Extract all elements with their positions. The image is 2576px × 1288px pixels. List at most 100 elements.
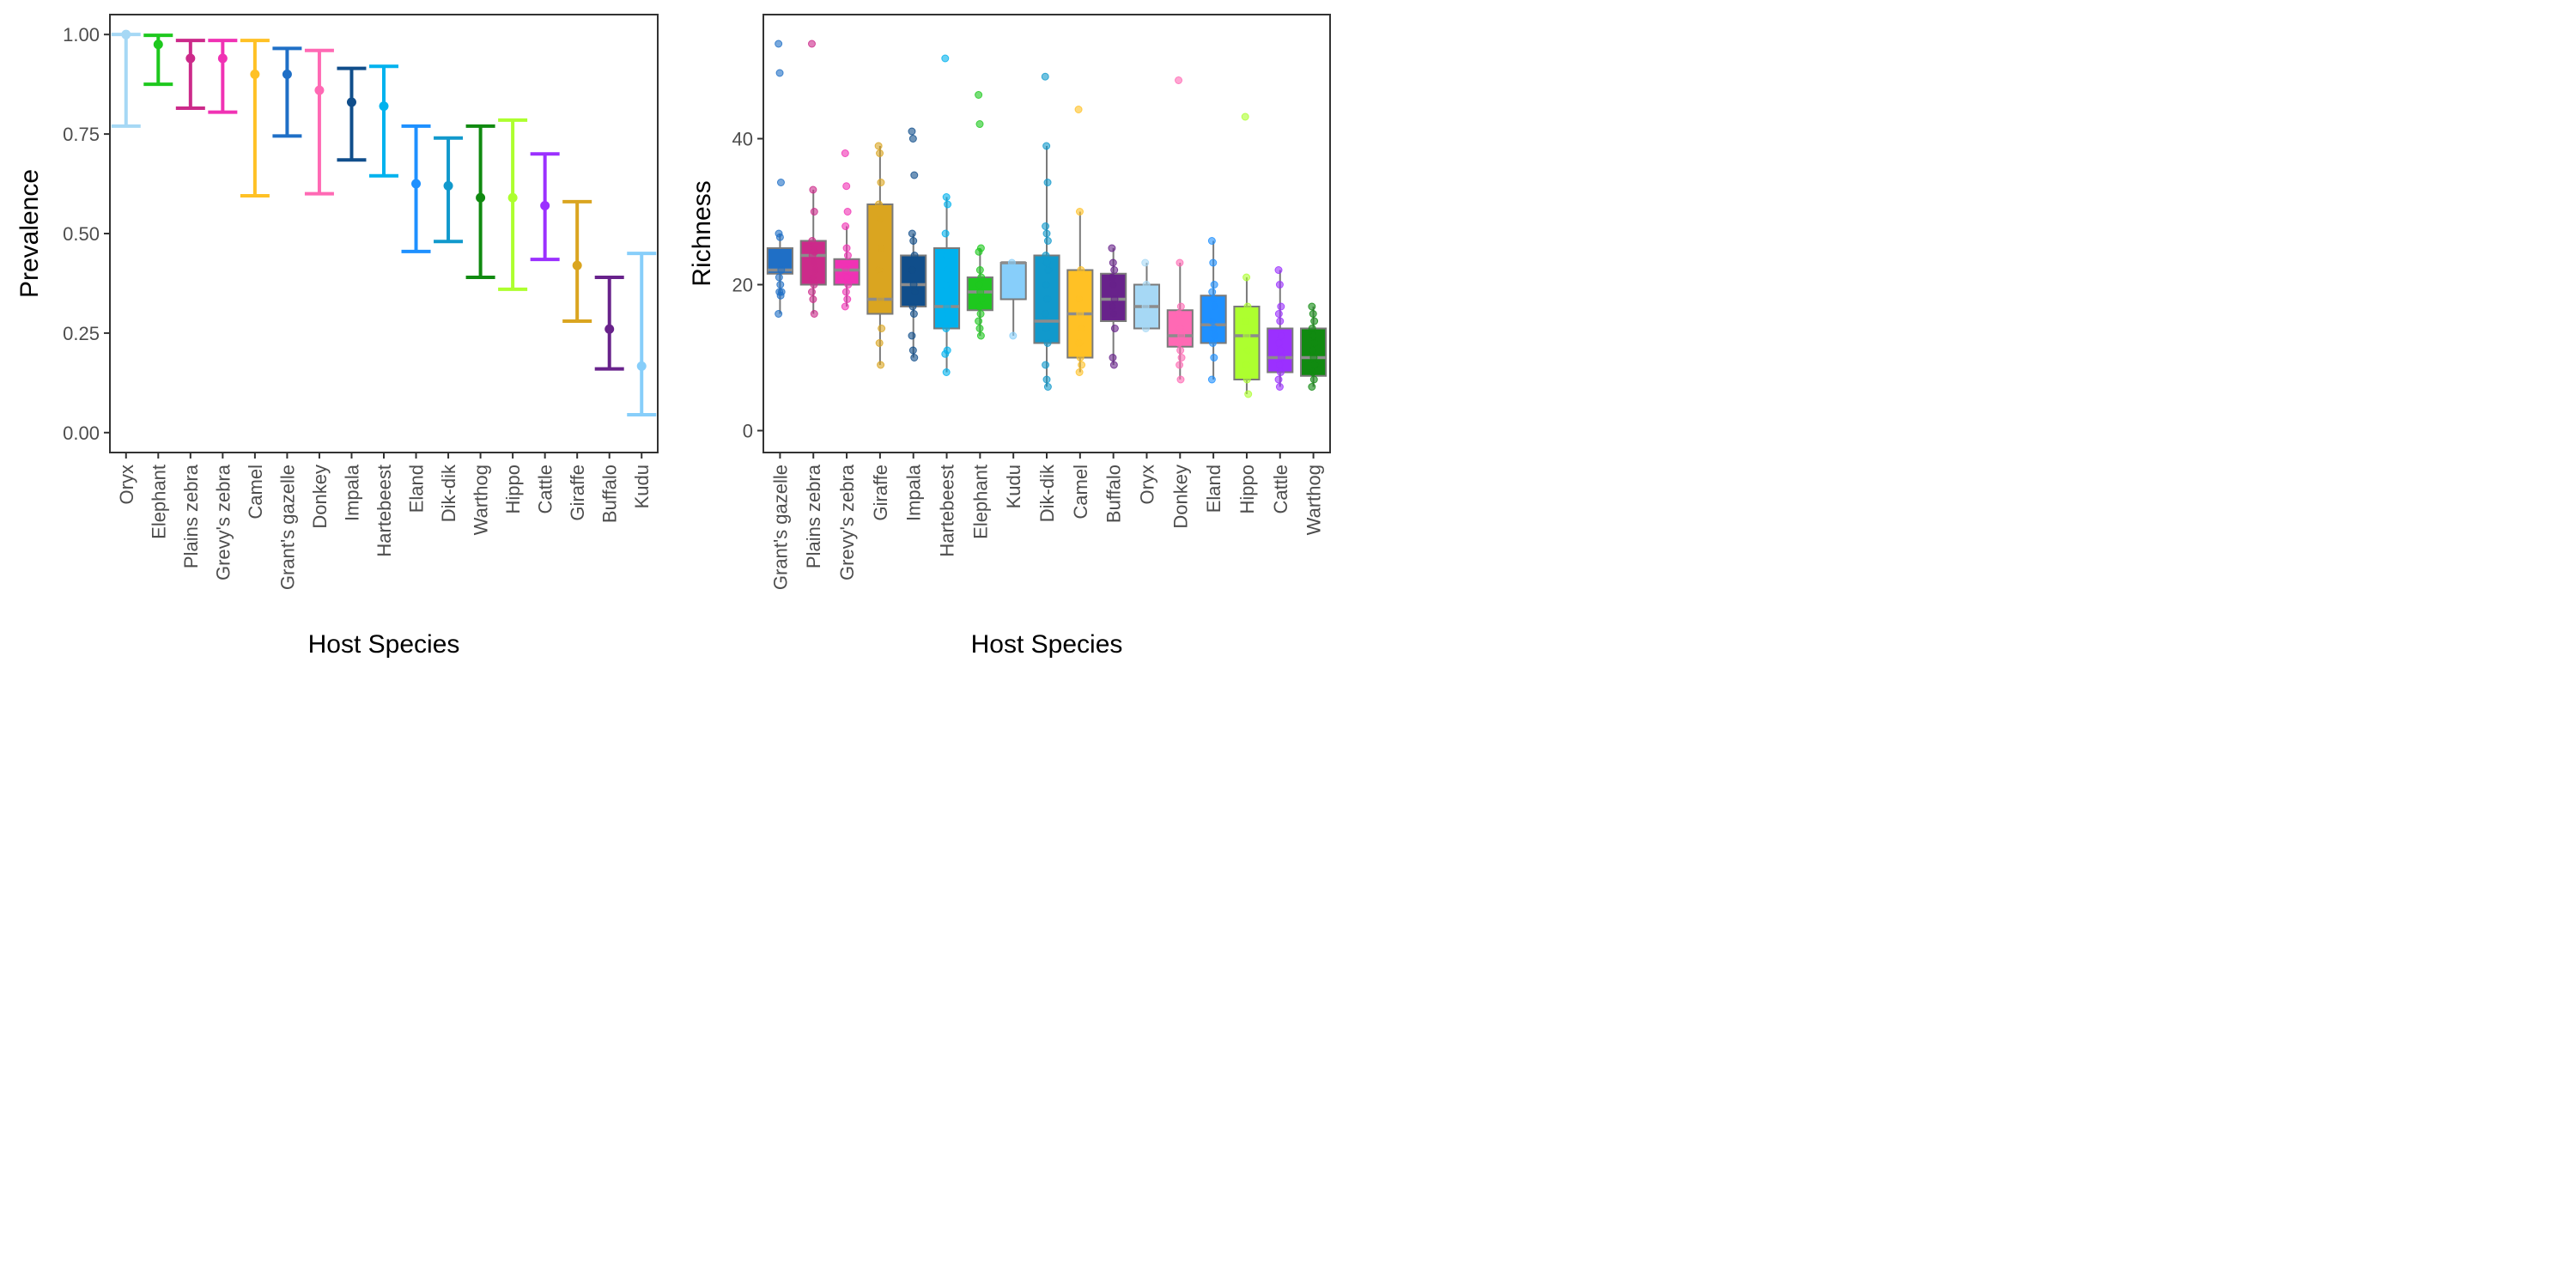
box-plot (833, 149, 860, 311)
data-point (1274, 310, 1283, 318)
data-point (810, 258, 818, 267)
x-axis-title: Host Species (971, 630, 1123, 659)
x-tick-label: Elephant (148, 465, 169, 539)
data-point (941, 281, 950, 289)
data-point (942, 325, 951, 332)
data-point (876, 215, 884, 223)
data-point (943, 252, 951, 259)
data-point (944, 310, 952, 318)
box-plot (966, 91, 993, 340)
estimate-point (636, 361, 647, 371)
estimate-point (507, 192, 518, 203)
data-point (1275, 281, 1284, 289)
data-point (1077, 266, 1085, 274)
error-bar (498, 118, 528, 291)
error-bar (434, 136, 464, 244)
data-point (1141, 302, 1150, 311)
data-point (909, 237, 918, 245)
x-tick-label: Eland (406, 465, 428, 513)
data-point (1309, 368, 1317, 376)
data-point (841, 302, 849, 311)
data-point (910, 288, 919, 296)
data-point (1242, 375, 1251, 384)
data-point (909, 310, 918, 318)
data-point (1109, 258, 1117, 267)
data-point (910, 171, 919, 179)
data-point (809, 295, 817, 303)
data-point (777, 266, 786, 274)
data-point (1310, 361, 1319, 369)
data-point (1043, 339, 1052, 347)
data-point (775, 273, 783, 282)
data-point (977, 295, 986, 303)
data-point (1207, 375, 1216, 384)
data-point (1309, 354, 1318, 361)
data-point (843, 295, 852, 303)
estimate-point (540, 201, 550, 211)
data-point (1176, 346, 1185, 355)
error-bar (143, 33, 173, 87)
y-axis-title: Richness (688, 180, 716, 286)
data-point (1209, 325, 1218, 332)
estimate-point (379, 101, 389, 112)
data-point (775, 233, 784, 241)
data-point (1041, 310, 1049, 318)
data-point (842, 273, 851, 282)
data-point (1109, 281, 1118, 289)
estimate-point (282, 70, 292, 80)
data-point (841, 222, 850, 230)
x-tick-label: Impala (341, 464, 362, 521)
data-point (875, 266, 884, 274)
x-tick-label: Impala (903, 464, 925, 521)
data-point (807, 39, 816, 48)
data-point (810, 208, 818, 216)
error-bar (594, 276, 624, 371)
data-point (1244, 390, 1253, 398)
data-point (1110, 266, 1119, 274)
data-point (1242, 361, 1250, 369)
box-plot (1200, 237, 1227, 384)
data-point (809, 273, 817, 282)
estimate-point (476, 192, 486, 203)
data-point (811, 266, 819, 274)
data-point (1242, 331, 1251, 340)
data-point (975, 325, 984, 332)
y-tick-label: 0.00 (63, 422, 100, 444)
x-tick-label: Giraffe (567, 465, 588, 521)
data-point (1074, 106, 1083, 113)
data-point (908, 302, 917, 311)
data-point (908, 331, 916, 340)
data-point (1109, 354, 1117, 361)
error-bar (369, 64, 398, 178)
data-point (944, 266, 952, 274)
data-point (1210, 354, 1218, 361)
data-point (1042, 281, 1050, 289)
data-point (874, 200, 883, 209)
data-point (1177, 354, 1186, 361)
error-bar (175, 39, 205, 110)
x-tick-label: Camel (1070, 465, 1091, 519)
estimate-point (185, 53, 196, 64)
data-point (941, 229, 950, 238)
data-point (841, 266, 850, 274)
data-point (1241, 112, 1249, 121)
data-point (1042, 258, 1051, 267)
data-point (877, 361, 885, 369)
data-point (843, 208, 852, 216)
data-point (1243, 302, 1252, 311)
data-point (776, 281, 785, 289)
x-tick-label: Warthog (1303, 465, 1325, 535)
data-point (943, 302, 951, 311)
data-point (1278, 354, 1286, 361)
data-point (1142, 281, 1151, 289)
data-point (1141, 325, 1150, 332)
x-tick-label: Hartebeest (937, 465, 958, 557)
data-point (807, 288, 816, 296)
x-tick-label: Plains zebra (180, 464, 202, 568)
data-point (1211, 331, 1219, 340)
box-plot (933, 54, 961, 376)
data-point (910, 252, 919, 259)
data-point (810, 281, 818, 289)
box-plot (900, 127, 927, 361)
data-point (975, 120, 984, 128)
